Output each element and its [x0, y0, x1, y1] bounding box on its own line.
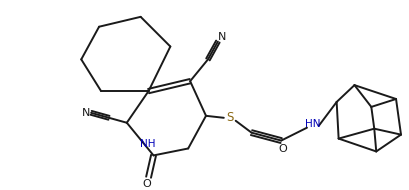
- Text: NH: NH: [140, 139, 155, 149]
- Text: HN: HN: [304, 119, 320, 129]
- Text: N: N: [82, 108, 90, 118]
- Text: O: O: [278, 144, 287, 154]
- Text: O: O: [142, 179, 151, 189]
- Text: N: N: [217, 32, 225, 42]
- Text: S: S: [225, 111, 233, 124]
